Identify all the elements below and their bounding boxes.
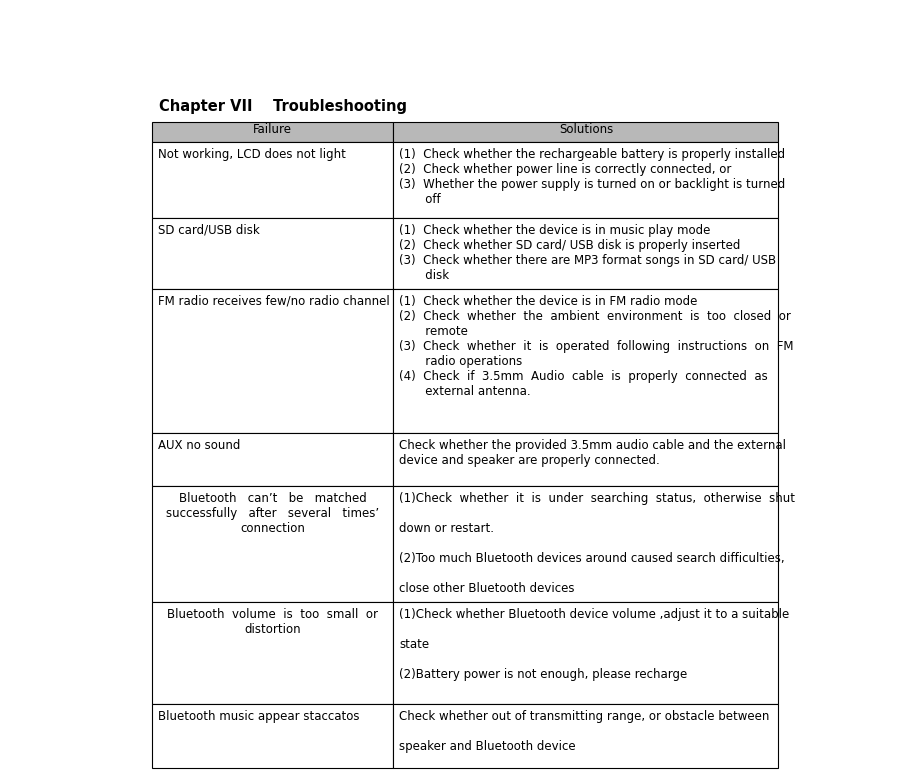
Bar bbox=[393, 601, 778, 704]
Bar bbox=[393, 289, 778, 433]
Text: Failure: Failure bbox=[253, 123, 292, 136]
Bar bbox=[153, 218, 393, 289]
Text: Bluetooth music appear staccatos: Bluetooth music appear staccatos bbox=[158, 710, 360, 724]
Text: FM radio receives few/no radio channel: FM radio receives few/no radio channel bbox=[158, 295, 390, 308]
Bar bbox=[393, 485, 778, 601]
Bar bbox=[153, 601, 393, 704]
Text: Solutions: Solutions bbox=[558, 123, 613, 136]
Bar bbox=[393, 433, 778, 485]
Text: Chapter VII    Troubleshooting: Chapter VII Troubleshooting bbox=[159, 100, 408, 114]
Text: Bluetooth  volume  is  too  small  or
distortion: Bluetooth volume is too small or distort… bbox=[167, 608, 379, 636]
Bar bbox=[153, 289, 393, 433]
Text: (1)Check  whether  it  is  under  searching  status,  otherwise  shut

down or r: (1)Check whether it is under searching s… bbox=[399, 492, 795, 595]
Bar bbox=[393, 218, 778, 289]
Text: Check whether out of transmitting range, or obstacle between

speaker and Blueto: Check whether out of transmitting range,… bbox=[399, 710, 769, 753]
Text: Check whether the provided 3.5mm audio cable and the external
device and speaker: Check whether the provided 3.5mm audio c… bbox=[399, 438, 786, 466]
Text: Bluetooth   can’t   be   matched
successfully   after   several   times’
connect: Bluetooth can’t be matched successfully … bbox=[166, 492, 380, 535]
Bar bbox=[393, 142, 778, 218]
Bar bbox=[153, 122, 393, 142]
Bar bbox=[153, 433, 393, 485]
Text: (1)  Check whether the rechargeable battery is properly installed
(2)  Check whe: (1) Check whether the rechargeable batte… bbox=[399, 148, 785, 206]
Bar bbox=[393, 122, 778, 142]
Text: (1)Check whether Bluetooth device volume ,adjust it to a suitable

state

(2)Bat: (1)Check whether Bluetooth device volume… bbox=[399, 608, 789, 681]
Bar bbox=[153, 142, 393, 218]
Text: (1)  Check whether the device is in FM radio mode
(2)  Check  whether  the  ambi: (1) Check whether the device is in FM ra… bbox=[399, 295, 794, 398]
Bar bbox=[153, 485, 393, 601]
Text: Not working, LCD does not light: Not working, LCD does not light bbox=[158, 148, 346, 162]
Bar bbox=[153, 704, 393, 768]
Text: (1)  Check whether the device is in music play mode
(2)  Check whether SD card/ : (1) Check whether the device is in music… bbox=[399, 223, 776, 281]
Text: AUX no sound: AUX no sound bbox=[158, 438, 241, 452]
Text: SD card/USB disk: SD card/USB disk bbox=[158, 223, 260, 237]
Bar bbox=[393, 704, 778, 768]
